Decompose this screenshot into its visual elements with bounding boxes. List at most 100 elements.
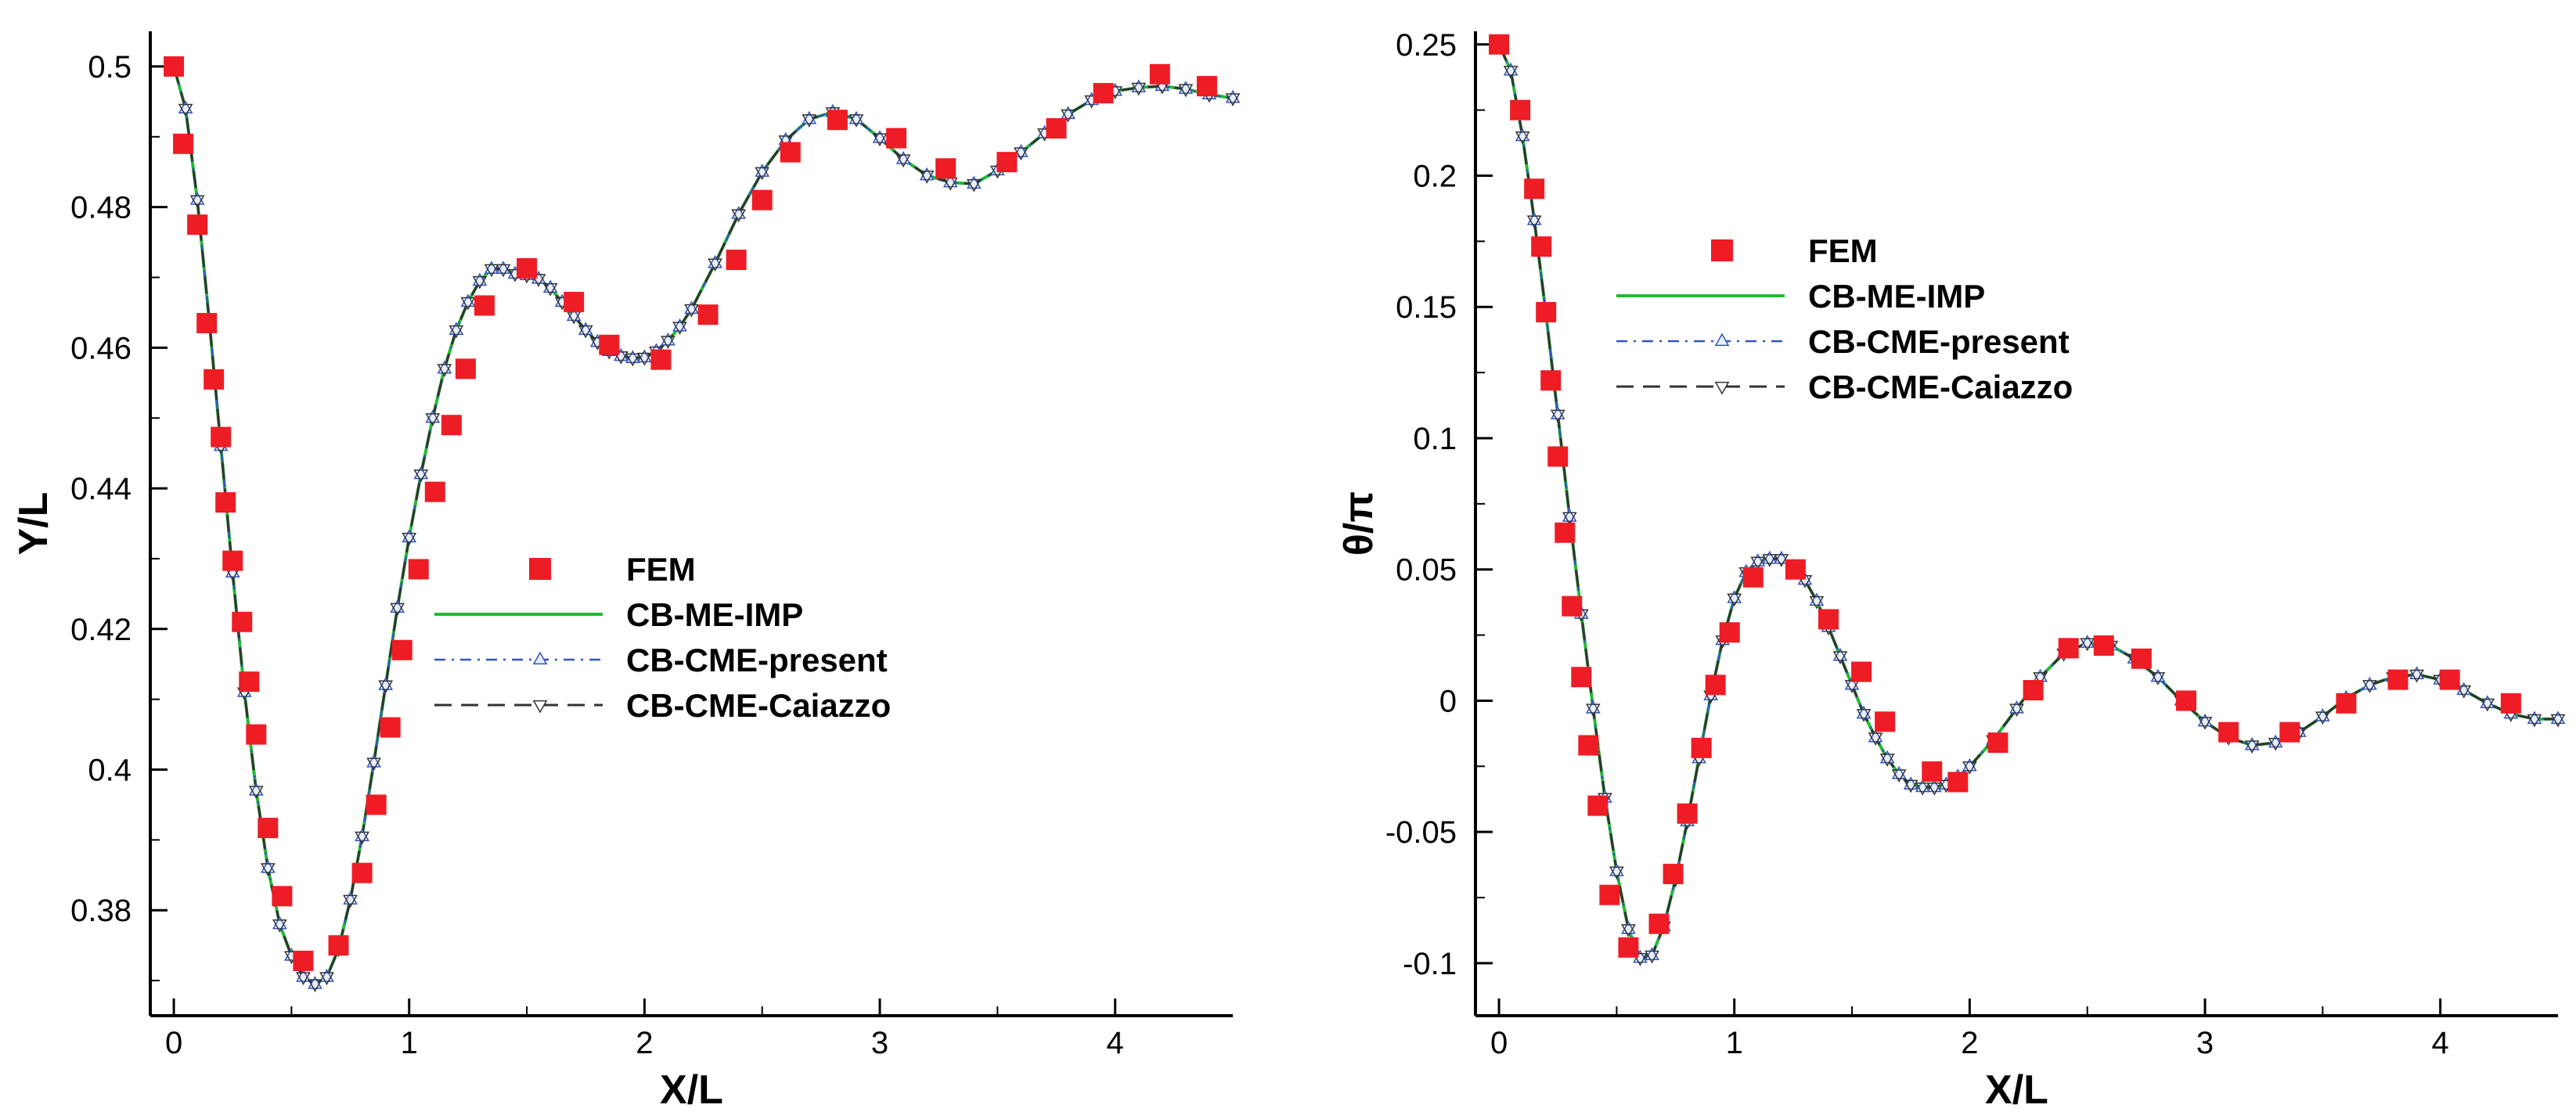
- legend-cb-cme-caiazzo-marker: [532, 700, 548, 714]
- fem-data-point: [2336, 693, 2357, 714]
- fem-data-point: [1599, 884, 1620, 905]
- cb-cme-caiazzo-marker: [1621, 924, 1636, 937]
- fem-data-point: [272, 886, 293, 907]
- cb-cme-caiazzo-marker: [2150, 672, 2166, 685]
- cb-cme-caiazzo-marker: [1750, 556, 1766, 570]
- cb-cme-caiazzo-marker: [848, 114, 864, 128]
- legend-label: CB-ME-IMP: [626, 596, 803, 633]
- cb-cme-caiazzo-marker: [672, 322, 687, 335]
- cb-cme-caiazzo-marker: [731, 209, 747, 223]
- fem-data-point: [173, 133, 194, 154]
- fem-data-point: [1489, 34, 1510, 55]
- fem-data-point: [391, 639, 413, 660]
- legend-cb-cme-present-marker: [532, 651, 548, 665]
- cb-cme-caiazzo-marker: [437, 364, 452, 377]
- cb-cme-caiazzo-marker: [495, 264, 511, 278]
- cb-cme-caiazzo-marker: [1926, 782, 1942, 796]
- x-axis-label: X/L: [660, 1067, 723, 1113]
- cb-cme-caiazzo-marker: [2480, 698, 2495, 712]
- cb-cme-caiazzo-marker: [260, 863, 276, 876]
- left-panel-y-displacement-chart: 0 1 2 3 4 0.38 0.4 0.42 0.44 0.46 0.48 0.5 X/L Y/L FEM…: [11, 31, 1241, 1113]
- fem-data-point: [2093, 635, 2114, 656]
- fem-data-point: [1540, 370, 1562, 391]
- cb-cme-caiazzo-marker: [1809, 595, 1825, 610]
- x-tick-label: 2: [636, 1026, 653, 1060]
- cb-cme-caiazzo-marker: [2315, 711, 2330, 725]
- cb-cme-caiazzo-marker: [1891, 769, 1907, 783]
- x-axis-label: X/L: [1985, 1067, 2048, 1113]
- fem-data-point: [1947, 772, 1969, 793]
- cb-cme-caiazzo-marker: [2362, 680, 2377, 693]
- fem-data-point: [751, 189, 773, 210]
- fem-data-point: [726, 250, 747, 271]
- cb-cme-caiazzo-marker: [378, 680, 394, 694]
- cb-cme-caiazzo-marker: [531, 274, 546, 287]
- fem-data-point: [455, 358, 476, 380]
- fem-data-point: [2387, 669, 2408, 690]
- fem-data-point: [1093, 83, 1114, 104]
- fem-data-point: [328, 935, 349, 956]
- cb-cme-caiazzo-marker: [296, 972, 311, 986]
- fem-data-point: [366, 794, 387, 815]
- cb-cme-caiazzo-marker: [708, 258, 722, 272]
- y-tick-label: -0.05: [1385, 815, 1457, 850]
- fem-data-point: [441, 415, 462, 436]
- fem-data-point: [258, 818, 279, 839]
- legend-label: CB-CME-present: [626, 642, 888, 678]
- y-tick-label: 0.44: [70, 472, 132, 506]
- cb-cme-caiazzo-marker: [578, 325, 593, 339]
- y-tick-label: 0.5: [88, 50, 132, 85]
- cb-cme-caiazzo-marker: [2527, 714, 2542, 728]
- cb-cme-caiazzo-marker: [542, 282, 558, 297]
- cb-cme-caiazzo-marker: [1178, 84, 1194, 98]
- fem-data-point: [1510, 99, 1531, 121]
- fem-data-point: [2439, 669, 2460, 690]
- x-tick-label: 0: [1490, 1026, 1508, 1060]
- cb-cme-caiazzo-marker: [460, 297, 476, 311]
- fem-data-point: [935, 158, 957, 179]
- cb-cme-caiazzo-marker: [1868, 732, 1883, 746]
- cb-cme-caiazzo-marker: [402, 532, 417, 546]
- fem-data-point: [204, 369, 225, 390]
- y-tick-label: 0.1: [1413, 422, 1457, 456]
- cb-cme-caiazzo-marker: [1832, 651, 1848, 664]
- cb-cme-caiazzo-marker: [472, 275, 488, 290]
- fem-data-point: [1987, 732, 2009, 754]
- fem-data-point: [1046, 118, 1067, 139]
- cb-cme-caiazzo-marker: [661, 336, 676, 349]
- cb-cme-caiazzo-marker: [308, 979, 322, 993]
- cb-cme-caiazzo-marker: [484, 264, 499, 278]
- x-tick-label: 4: [2432, 1026, 2449, 1060]
- fem-data-point: [380, 717, 401, 738]
- fem-data-point: [1818, 609, 1839, 630]
- cb-cme-caiazzo-marker: [895, 154, 911, 168]
- fem-data-point: [474, 295, 495, 316]
- cb-cme-caiazzo-marker: [2033, 672, 2048, 685]
- cb-cme-caiazzo-marker: [1645, 950, 1659, 964]
- x-tick-label: 1: [1726, 1026, 1743, 1060]
- cb-cme-caiazzo-marker: [613, 351, 629, 365]
- cb-cme-caiazzo-marker: [684, 304, 699, 318]
- fem-data-point: [424, 481, 445, 502]
- y-tick-label: 0.25: [1396, 28, 1457, 63]
- fem-data-point: [1648, 913, 1670, 934]
- y-tick-label: -0.1: [1403, 947, 1457, 981]
- legend-fem-symbol: [529, 558, 551, 580]
- cb-cme-caiazzo-marker: [1774, 554, 1789, 567]
- cb-cme-caiazzo-marker: [1014, 147, 1029, 161]
- series-line-cb-me-imp: [172, 66, 1233, 986]
- y-tick-label: 0.05: [1396, 553, 1457, 588]
- fem-data-point: [408, 559, 429, 580]
- fem-data-point: [2175, 690, 2196, 711]
- y-tick-label: 0.38: [70, 894, 132, 928]
- cb-cme-caiazzo-marker: [248, 786, 264, 799]
- fem-data-point: [351, 862, 373, 883]
- fem-data-point: [1531, 236, 1552, 257]
- x-tick-label: 0: [165, 1026, 182, 1060]
- fem-data-point: [1562, 595, 1583, 617]
- fem-data-point: [650, 349, 672, 370]
- cb-cme-caiazzo-marker: [2009, 703, 2024, 718]
- fem-data-point: [215, 492, 236, 513]
- fem-data-point: [1663, 863, 1684, 884]
- cb-cme-caiazzo-marker: [1856, 709, 1872, 722]
